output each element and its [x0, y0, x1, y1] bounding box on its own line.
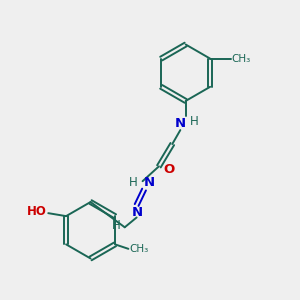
Text: N: N: [132, 206, 143, 219]
Text: H: H: [190, 115, 198, 128]
Text: HO: HO: [27, 205, 47, 218]
Text: CH₃: CH₃: [231, 54, 250, 64]
Text: H: H: [111, 219, 120, 232]
Text: O: O: [164, 163, 175, 176]
Text: H: H: [129, 176, 138, 189]
Text: N: N: [144, 176, 155, 189]
Text: CH₃: CH₃: [130, 244, 149, 254]
Text: N: N: [175, 117, 186, 130]
